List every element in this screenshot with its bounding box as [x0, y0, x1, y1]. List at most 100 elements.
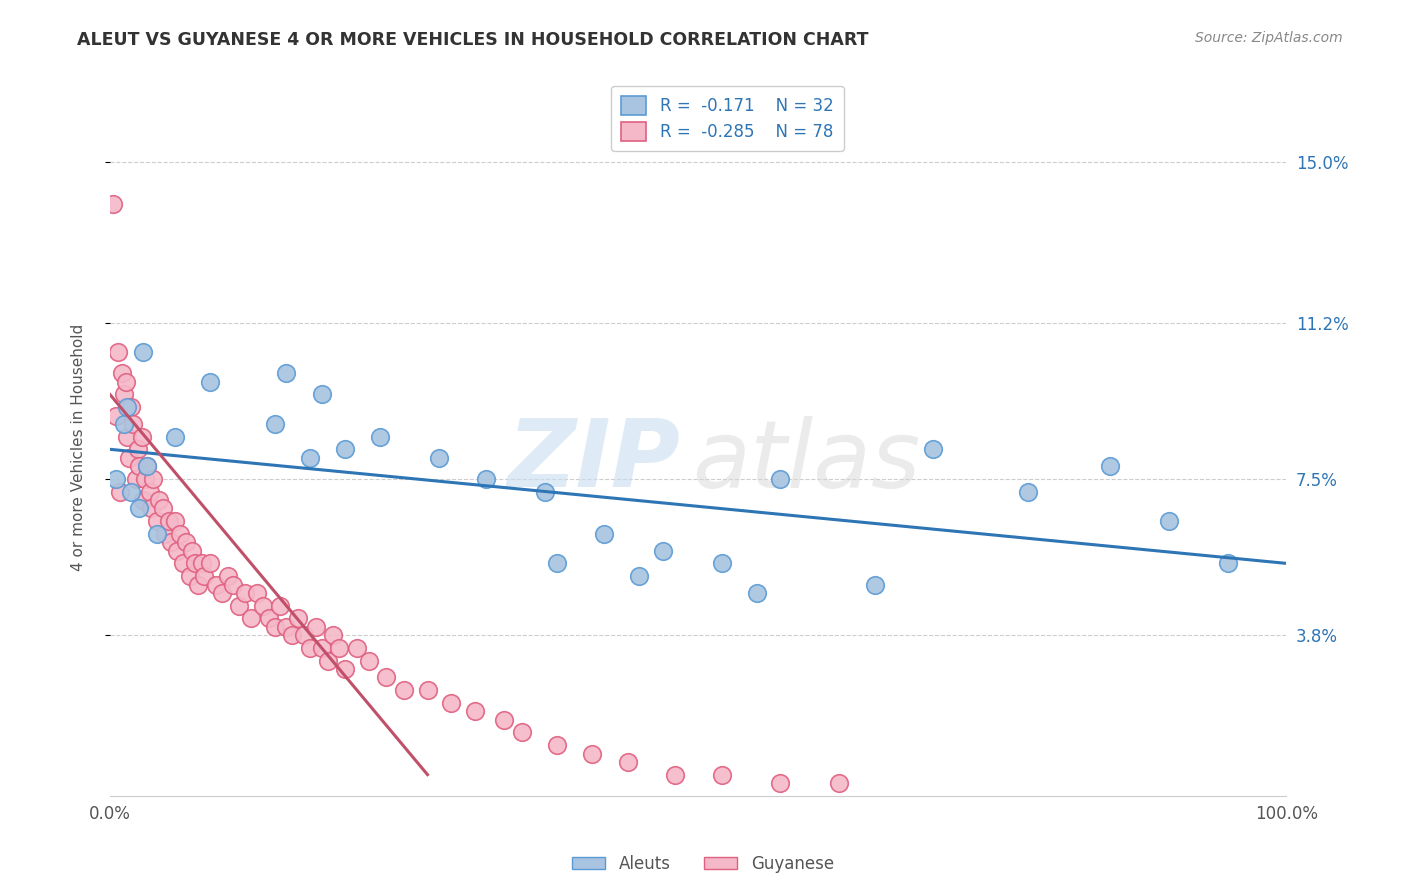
Point: [651, 543, 673, 558]
Point: [263, 620, 285, 634]
Point: [534, 484, 557, 499]
Point: [128, 501, 150, 516]
Text: atlas: atlas: [692, 416, 921, 507]
Point: [346, 640, 368, 655]
Point: [546, 557, 568, 571]
Point: [132, 493, 155, 508]
Text: ZIP: ZIP: [508, 415, 681, 508]
Point: [1216, 557, 1239, 571]
Point: [769, 472, 792, 486]
Point: [166, 543, 188, 558]
Point: [922, 442, 945, 457]
Point: [181, 543, 204, 558]
Point: [103, 197, 125, 211]
Point: [160, 535, 183, 549]
Point: [769, 776, 792, 790]
Point: [263, 417, 285, 431]
Legend: R =  -0.171    N = 32, R =  -0.285    N = 78: R = -0.171 N = 32, R = -0.285 N = 78: [612, 86, 844, 152]
Point: [146, 514, 169, 528]
Point: [546, 738, 568, 752]
Point: [269, 599, 291, 613]
Point: [104, 472, 127, 486]
Point: [153, 526, 176, 541]
Y-axis label: 4 or more Vehicles in Household: 4 or more Vehicles in Household: [72, 324, 86, 571]
Point: [204, 577, 226, 591]
Point: [117, 400, 139, 414]
Point: [375, 670, 398, 684]
Point: [157, 514, 180, 528]
Point: [322, 628, 344, 642]
Point: [193, 569, 215, 583]
Point: [281, 628, 304, 642]
Point: [316, 654, 339, 668]
Point: [112, 387, 135, 401]
Point: [169, 526, 191, 541]
Point: [146, 526, 169, 541]
Point: [510, 725, 533, 739]
Point: [172, 557, 194, 571]
Point: [139, 484, 162, 499]
Point: [287, 611, 309, 625]
Point: [163, 429, 186, 443]
Point: [392, 683, 415, 698]
Point: [1017, 484, 1039, 499]
Point: [136, 459, 159, 474]
Point: [276, 620, 298, 634]
Point: [110, 366, 132, 380]
Point: [176, 535, 198, 549]
Point: [710, 557, 733, 571]
Point: [1098, 459, 1121, 474]
Point: [190, 557, 212, 571]
Point: [118, 450, 141, 465]
Point: [710, 767, 733, 781]
Point: [427, 450, 450, 465]
Point: [132, 345, 155, 359]
Point: [120, 484, 142, 499]
Point: [333, 662, 356, 676]
Point: [222, 577, 245, 591]
Point: [333, 442, 356, 457]
Point: [628, 569, 651, 583]
Point: [252, 599, 274, 613]
Point: [370, 429, 392, 443]
Legend: Aleuts, Guyanese: Aleuts, Guyanese: [565, 848, 841, 880]
Point: [122, 417, 145, 431]
Point: [115, 375, 138, 389]
Point: [136, 459, 159, 474]
Point: [179, 569, 201, 583]
Point: [142, 472, 165, 486]
Point: [492, 713, 515, 727]
Point: [328, 640, 350, 655]
Point: [127, 442, 149, 457]
Point: [110, 484, 132, 499]
Point: [107, 345, 129, 359]
Point: [416, 683, 439, 698]
Point: [233, 586, 256, 600]
Point: [305, 620, 328, 634]
Point: [148, 493, 170, 508]
Point: [112, 417, 135, 431]
Point: [292, 628, 315, 642]
Point: [276, 366, 298, 380]
Point: [664, 767, 686, 781]
Text: Source: ZipAtlas.com: Source: ZipAtlas.com: [1195, 31, 1343, 45]
Point: [311, 640, 333, 655]
Point: [1157, 514, 1180, 528]
Point: [475, 472, 498, 486]
Point: [357, 654, 380, 668]
Point: [311, 387, 333, 401]
Text: ALEUT VS GUYANESE 4 OR MORE VEHICLES IN HOUSEHOLD CORRELATION CHART: ALEUT VS GUYANESE 4 OR MORE VEHICLES IN …: [77, 31, 869, 49]
Point: [134, 472, 156, 486]
Point: [128, 459, 150, 474]
Point: [217, 569, 239, 583]
Point: [581, 747, 603, 761]
Point: [298, 450, 321, 465]
Point: [257, 611, 280, 625]
Point: [187, 577, 209, 591]
Point: [211, 586, 233, 600]
Point: [828, 776, 851, 790]
Point: [745, 586, 768, 600]
Point: [863, 577, 886, 591]
Point: [616, 755, 638, 769]
Point: [240, 611, 263, 625]
